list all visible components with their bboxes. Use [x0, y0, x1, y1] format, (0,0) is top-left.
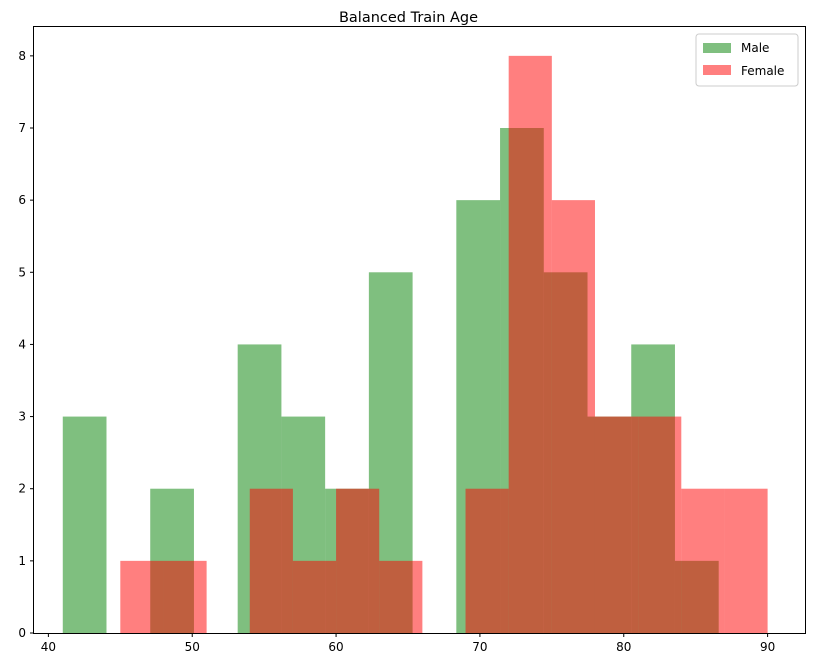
chart-title: Balanced Train Age — [339, 10, 478, 26]
y-tick-label-3: 3 — [18, 410, 26, 424]
x-tick-label-90: 90 — [760, 640, 775, 654]
bar-female-6 — [379, 560, 423, 633]
y-tick-label-2: 2 — [18, 482, 26, 496]
legend: Male Female — [695, 33, 799, 87]
bar-female-9 — [508, 55, 552, 634]
bar-female-12 — [638, 416, 682, 633]
x-tick-label-40: 40 — [41, 640, 56, 654]
legend-label-male: Male — [741, 41, 769, 55]
legend-swatch-male — [703, 43, 731, 53]
y-tick-label-6: 6 — [18, 193, 26, 207]
bars-layer — [62, 55, 768, 634]
bar-female-13 — [681, 488, 725, 633]
x-tick-label-80: 80 — [616, 640, 631, 654]
bar-female-0 — [120, 560, 164, 633]
bar-female-8 — [465, 488, 509, 633]
x-tick-label-50: 50 — [185, 640, 200, 654]
plot-frame — [33, 26, 806, 634]
bar-female-3 — [249, 488, 293, 633]
y-tick-label-5: 5 — [18, 265, 26, 279]
bar-female-10 — [551, 200, 595, 633]
bar-female-11 — [594, 416, 639, 633]
y-tick-label-7: 7 — [18, 121, 26, 135]
bar-female-14 — [724, 488, 768, 633]
bar-female-5 — [336, 488, 380, 633]
legend-swatch-female — [703, 65, 731, 75]
x-tick-label-70: 70 — [472, 640, 487, 654]
y-tick-label-0: 0 — [18, 626, 26, 640]
y-tick-label-1: 1 — [18, 554, 26, 568]
y-tick-label-4: 4 — [18, 337, 26, 351]
y-tick-label-8: 8 — [18, 49, 26, 63]
y-axis: 0 1 2 3 4 5 6 7 8 — [18, 49, 34, 640]
bar-male-0 — [62, 416, 107, 633]
x-tick-label-60: 60 — [328, 640, 343, 654]
bar-female-4 — [292, 560, 337, 633]
bar-female-1 — [163, 560, 207, 633]
legend-label-female: Female — [741, 64, 784, 78]
x-axis: 40 50 60 70 80 90 — [41, 633, 775, 654]
